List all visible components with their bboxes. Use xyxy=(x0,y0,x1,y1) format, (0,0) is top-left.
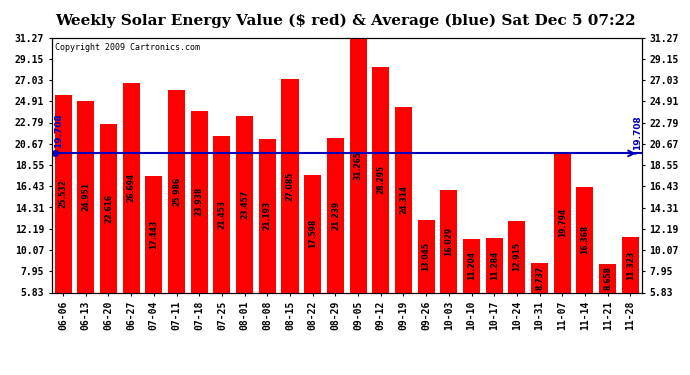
Bar xyxy=(190,111,208,292)
Text: 17.598: 17.598 xyxy=(308,219,317,248)
Text: 31.265: 31.265 xyxy=(353,150,362,180)
Text: 24.314: 24.314 xyxy=(399,185,408,214)
Text: 21.239: 21.239 xyxy=(331,201,340,230)
Text: 16.368: 16.368 xyxy=(580,225,589,254)
Text: Copyright 2009 Cartronics.com: Copyright 2009 Cartronics.com xyxy=(55,43,199,52)
Text: 26.694: 26.694 xyxy=(127,173,136,202)
Text: 19.708: 19.708 xyxy=(54,114,63,148)
Bar xyxy=(599,264,616,292)
Text: 12.915: 12.915 xyxy=(513,243,522,272)
Bar xyxy=(372,68,389,292)
Bar xyxy=(509,222,525,292)
Bar xyxy=(554,153,571,292)
Bar xyxy=(259,138,276,292)
Text: 11.204: 11.204 xyxy=(467,251,476,280)
Text: 23.938: 23.938 xyxy=(195,187,204,216)
Bar xyxy=(77,101,95,292)
Text: 24.951: 24.951 xyxy=(81,182,90,211)
Bar xyxy=(168,90,185,292)
Text: 8.737: 8.737 xyxy=(535,266,544,290)
Text: 11.323: 11.323 xyxy=(626,251,635,279)
Bar xyxy=(213,136,230,292)
Text: Weekly Solar Energy Value ($ red) & Average (blue) Sat Dec 5 07:22: Weekly Solar Energy Value ($ red) & Aver… xyxy=(55,13,635,27)
Text: 23.457: 23.457 xyxy=(240,190,249,219)
Text: 19.794: 19.794 xyxy=(558,208,566,237)
Text: 28.295: 28.295 xyxy=(376,165,385,195)
Bar xyxy=(146,176,162,292)
Text: 19.708: 19.708 xyxy=(633,116,642,150)
Text: 11.284: 11.284 xyxy=(490,251,499,280)
Text: 21.453: 21.453 xyxy=(217,200,226,229)
Bar xyxy=(100,124,117,292)
Bar xyxy=(440,190,457,292)
Bar xyxy=(531,263,548,292)
Bar xyxy=(463,238,480,292)
Text: 22.616: 22.616 xyxy=(104,194,113,223)
Bar xyxy=(327,138,344,292)
Text: 25.986: 25.986 xyxy=(172,177,181,206)
Text: 8.658: 8.658 xyxy=(603,266,612,290)
Bar xyxy=(55,95,72,292)
Bar xyxy=(350,38,366,292)
Bar xyxy=(486,238,503,292)
Bar xyxy=(123,83,139,292)
Text: 13.045: 13.045 xyxy=(422,242,431,271)
Text: 27.085: 27.085 xyxy=(286,171,295,201)
Text: 25.532: 25.532 xyxy=(59,179,68,208)
Bar xyxy=(395,107,412,292)
Bar xyxy=(304,174,322,292)
Text: 21.193: 21.193 xyxy=(263,201,272,230)
Bar xyxy=(282,80,299,292)
Bar xyxy=(622,237,639,292)
Bar xyxy=(417,220,435,292)
Bar xyxy=(576,187,593,292)
Bar xyxy=(236,116,253,292)
Text: 16.029: 16.029 xyxy=(444,227,453,256)
Text: 17.443: 17.443 xyxy=(149,220,159,249)
